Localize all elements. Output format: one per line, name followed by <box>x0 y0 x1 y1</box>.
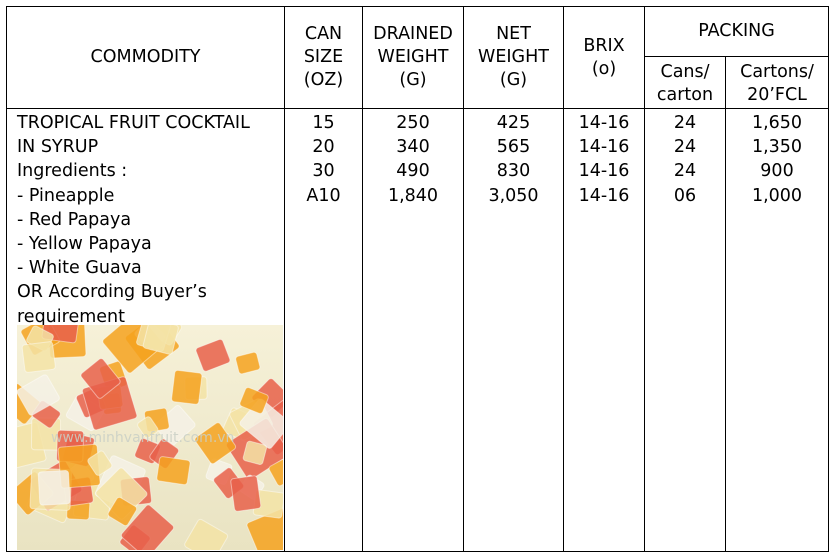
cell-net-weight: 830 <box>496 161 531 182</box>
column-divider <box>284 6 285 552</box>
fruit-piece <box>37 470 71 506</box>
table-border-bottom <box>6 551 829 552</box>
fruit-piece <box>41 325 81 344</box>
header-net-weight: NET WEIGHT (G) <box>478 24 549 90</box>
photo-watermark: www.minhvanfruit.com.vn <box>51 430 234 446</box>
fruit-piece <box>239 398 283 449</box>
fruit-piece <box>80 358 121 399</box>
cell-cartons-per-fcl: 1,650 <box>751 113 803 133</box>
fruit-piece <box>268 458 283 487</box>
cell-cartons-per-fcl: 1,350 <box>751 137 803 158</box>
column-divider <box>362 6 363 552</box>
fruit-piece <box>120 504 175 550</box>
commodity-line: OR According Buyer’s <box>17 282 207 303</box>
fruit-piece <box>17 374 60 416</box>
fruit-piece <box>137 416 159 439</box>
cell-brix: 14-16 <box>578 113 630 133</box>
header-drained-weight: DRAINED WEIGHT (G) <box>373 24 453 90</box>
column-net-weight: 425 565 830 3,050 <box>464 111 563 208</box>
fruit-piece <box>195 338 231 372</box>
cell-brix: 14-16 <box>578 185 630 206</box>
fruit-piece <box>194 422 237 465</box>
header-commodity: COMMODITY <box>90 47 201 67</box>
cell-brix: 14-16 <box>578 137 630 158</box>
cell-can-size: 20 <box>312 137 335 158</box>
fruit-piece <box>184 518 229 550</box>
fruit-cocktail-photo: www.minhvanfruit.com.vn <box>17 325 283 550</box>
commodity-description: TROPICAL FRUIT COCKTAIL IN SYRUP Ingredi… <box>17 111 283 329</box>
cell-net-weight: 425 <box>496 113 531 133</box>
fruit-piece <box>156 456 191 486</box>
cell-cartons-per-fcl: 900 <box>760 161 794 182</box>
cell-cans-per-carton: 06 <box>673 185 697 206</box>
column-divider <box>563 6 564 552</box>
column-cartons-per-fcl: 1,650 1,350 900 1,000 <box>726 111 828 208</box>
cell-drained-weight: 490 <box>396 161 430 182</box>
cell-cans-per-carton: 24 <box>673 113 697 133</box>
cell-drained-weight: 340 <box>396 137 430 158</box>
fruit-piece <box>21 341 56 373</box>
cell-drained-weight: 250 <box>396 113 430 133</box>
fruit-piece <box>142 325 179 355</box>
commodity-line: - White Guava <box>17 258 142 279</box>
fruit-piece <box>235 351 261 375</box>
table-border-top <box>6 6 829 7</box>
header-cans-per-carton: Cans/ carton <box>656 62 714 105</box>
commodity-line: - Red Papaya <box>17 209 132 230</box>
commodity-line: IN SYRUP <box>17 137 99 158</box>
fruit-piece <box>230 475 262 512</box>
commodity-line: TROPICAL FRUIT COCKTAIL <box>17 113 250 133</box>
fruit-piece <box>107 496 138 527</box>
commodity-line: - Yellow Papaya <box>17 233 152 254</box>
fruit-piece <box>242 440 268 465</box>
commodity-line: - Pineapple <box>17 185 115 206</box>
cell-can-size: 30 <box>312 161 335 182</box>
cell-net-weight: 565 <box>496 137 531 158</box>
fruit-cocktail-image: www.minhvanfruit.com.vn <box>17 325 283 550</box>
header-brix: BRIX (o) <box>583 36 625 79</box>
cell-can-size: A10 <box>306 185 341 206</box>
cell-cans-per-carton: 24 <box>673 161 697 182</box>
commodity-line: requirement <box>17 306 125 327</box>
column-divider <box>463 6 464 552</box>
cell-cans-per-carton: 24 <box>673 137 697 158</box>
cell-brix: 14-16 <box>578 161 630 182</box>
header-cartons-per-fcl: Cartons/ 20’FCL <box>740 62 814 105</box>
fruit-piece <box>171 369 203 405</box>
column-can-size: 15 20 30 A10 <box>285 111 362 208</box>
column-drained-weight: 250 340 490 1,840 <box>363 111 463 208</box>
cell-can-size: 15 <box>312 113 335 133</box>
column-divider <box>725 56 726 552</box>
table-border-right <box>828 6 829 552</box>
commodity-line: Ingredients : <box>17 161 128 182</box>
column-brix: 14-16 14-16 14-16 14-16 <box>564 111 644 208</box>
cell-cartons-per-fcl: 1,000 <box>751 185 803 206</box>
column-cans-per-carton: 24 24 24 06 <box>645 111 725 208</box>
cell-net-weight: 3,050 <box>488 185 539 206</box>
header-packing: PACKING <box>698 21 775 41</box>
fruit-piece <box>239 387 269 414</box>
header-can-size: CAN SIZE (OZ) <box>303 24 344 90</box>
header-divider <box>6 108 829 109</box>
fruit-piece <box>87 450 113 476</box>
column-divider <box>644 6 645 552</box>
cell-drained-weight: 1,840 <box>387 185 439 206</box>
table-border-left <box>6 6 7 552</box>
packing-divider <box>644 56 829 57</box>
